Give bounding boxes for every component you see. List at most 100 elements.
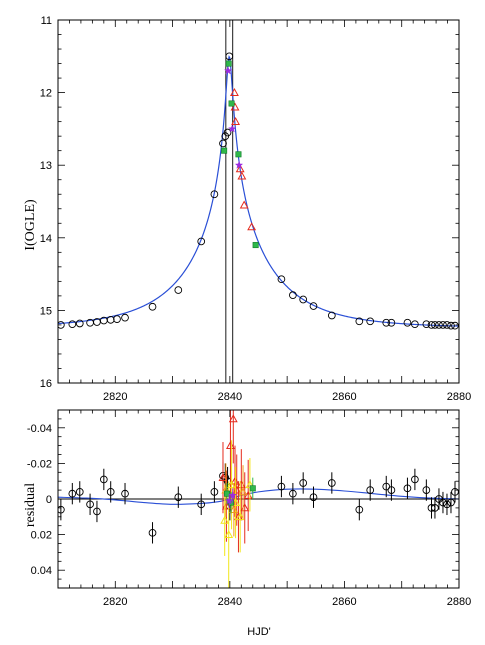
y-tick-label: -0.04 [27,423,52,435]
y-tick-label: 16 [40,378,52,390]
data-point [228,491,237,499]
model-curve [58,55,459,327]
data-point [237,171,247,180]
data-point [289,291,297,300]
data-point [252,242,259,249]
plot-inner [58,410,459,588]
data-point [249,485,256,492]
data-point [121,489,129,498]
data-point [224,529,234,538]
data-point [174,493,183,502]
y-tick-label: 0.04 [31,565,52,577]
bottom-panel-plot-area: 2820 2840 2860 2880 -0.04 -0.02 0 0.02 0.04 [27,409,471,608]
data-point [174,286,183,294]
data-point [220,515,230,524]
data-point [225,440,235,449]
data-point [218,473,228,482]
x-tick-label: 2860 [332,596,356,608]
data-point [210,190,219,199]
data-point [210,488,219,496]
data-point [121,313,129,322]
data-point [403,318,412,327]
data-point [382,482,391,491]
data-point [230,102,240,111]
data-point [411,475,419,484]
x-tick-label: 2840 [218,596,242,608]
data-point [431,504,439,512]
series-open-circle [58,461,459,544]
y-tick-label: 13 [40,160,52,172]
y-tick-label: 11 [41,15,52,27]
data-point [387,318,396,327]
data-point [93,507,101,516]
data-point [309,493,318,502]
x-tick-label: 2880 [447,391,471,403]
data-point [327,479,336,487]
data-point [447,321,455,330]
data-point [299,479,308,487]
top-ylabel: I(OGLE) [23,199,38,251]
data-point [443,321,451,329]
data-point [223,66,233,75]
plot-inner [58,20,459,383]
data-point [235,512,245,521]
data-point [86,500,94,509]
data-point [234,160,244,169]
data-point [235,164,245,173]
data-point [387,486,396,494]
data-point [447,498,455,507]
data-point [435,321,443,329]
data-point [106,315,115,324]
series-star [223,66,244,169]
bottom-panel: 2820 2840 2860 2880 -0.04 -0.02 0 0.02 0.04 resi… [23,409,471,638]
y-tick-label: 14 [40,233,52,245]
data-point [148,528,157,537]
x-tick-label: 2860 [332,391,356,403]
data-point [309,302,318,310]
bottom-ylabel: residual [23,483,38,527]
data-point [228,100,235,107]
data-point [327,311,336,320]
series-triangle [221,463,248,537]
data-point [223,477,232,486]
data-point [277,482,286,491]
data-point [58,505,65,514]
series-triangle [229,87,257,231]
data-point [225,60,232,67]
data-point [197,500,206,509]
data-point [148,302,157,311]
data-point [422,486,431,494]
x-tick-label: 2820 [103,596,127,608]
data-point [197,237,206,246]
data-point [235,151,242,158]
data-point [451,321,459,330]
data-point [366,486,375,494]
data-point [439,498,447,507]
data-point [68,320,77,329]
data-point [228,414,238,423]
data-point [451,488,459,496]
data-point [355,505,364,514]
data-point [221,147,228,154]
bottom-xlabel: HJD' [247,626,271,638]
data-point [239,200,249,209]
data-point [431,321,439,329]
data-point [277,275,286,284]
data-point [366,317,375,326]
data-point [113,315,121,323]
y-tick-label: 12 [40,88,52,100]
model-curve [58,488,459,505]
data-point [403,484,412,493]
y-tick-label: -0.02 [27,458,52,470]
data-point [225,52,234,61]
data-point [422,320,431,329]
data-point [58,321,65,329]
data-point [355,317,364,326]
series-star [225,488,237,508]
data-point [99,475,108,484]
series-open-circle [58,52,459,330]
data-point [427,321,436,329]
data-point [443,500,451,509]
data-point [75,488,84,496]
